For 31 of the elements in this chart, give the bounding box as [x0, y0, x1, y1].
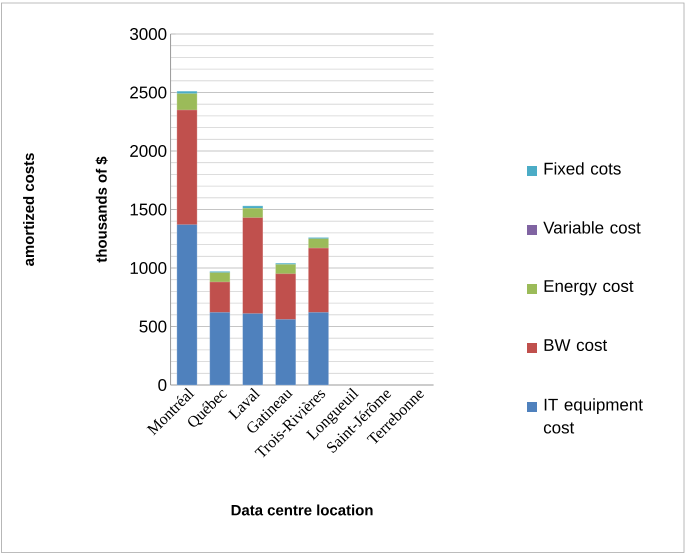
legend-label: BW cost [544, 339, 608, 352]
x-axis-title: Data centre location [232, 504, 373, 516]
text: amortized costs [23, 153, 34, 266]
bar [275, 264, 296, 274]
y-tick-label: 1500 [130, 204, 166, 216]
bar [308, 248, 329, 313]
bar [308, 312, 329, 386]
legend-label: Variable cost [543, 221, 641, 234]
legend-label: Energy cost [544, 280, 634, 296]
legend-label: Fixed cots [544, 162, 621, 175]
bar [210, 282, 230, 313]
bar [275, 319, 296, 386]
bar [242, 206, 263, 209]
legend-label: IT equipment cost [544, 398, 643, 434]
y-tick-label: 500 [139, 320, 166, 332]
bar [210, 312, 230, 386]
bar [242, 217, 263, 314]
y-tick-label: 2500 [130, 86, 166, 98]
bar [275, 274, 296, 320]
bar [176, 93, 198, 110]
y-tick-label: 3000 [130, 28, 166, 40]
bar [308, 238, 329, 248]
bar [176, 224, 198, 386]
bar [210, 272, 230, 282]
y-axis-title: thousands of $ [96, 156, 108, 262]
bar [242, 208, 263, 218]
y-tick-label: 2000 [130, 145, 166, 157]
bar [176, 110, 198, 225]
y-tick-label: 1000 [130, 262, 166, 274]
bar [242, 313, 263, 386]
bar [176, 91, 198, 94]
